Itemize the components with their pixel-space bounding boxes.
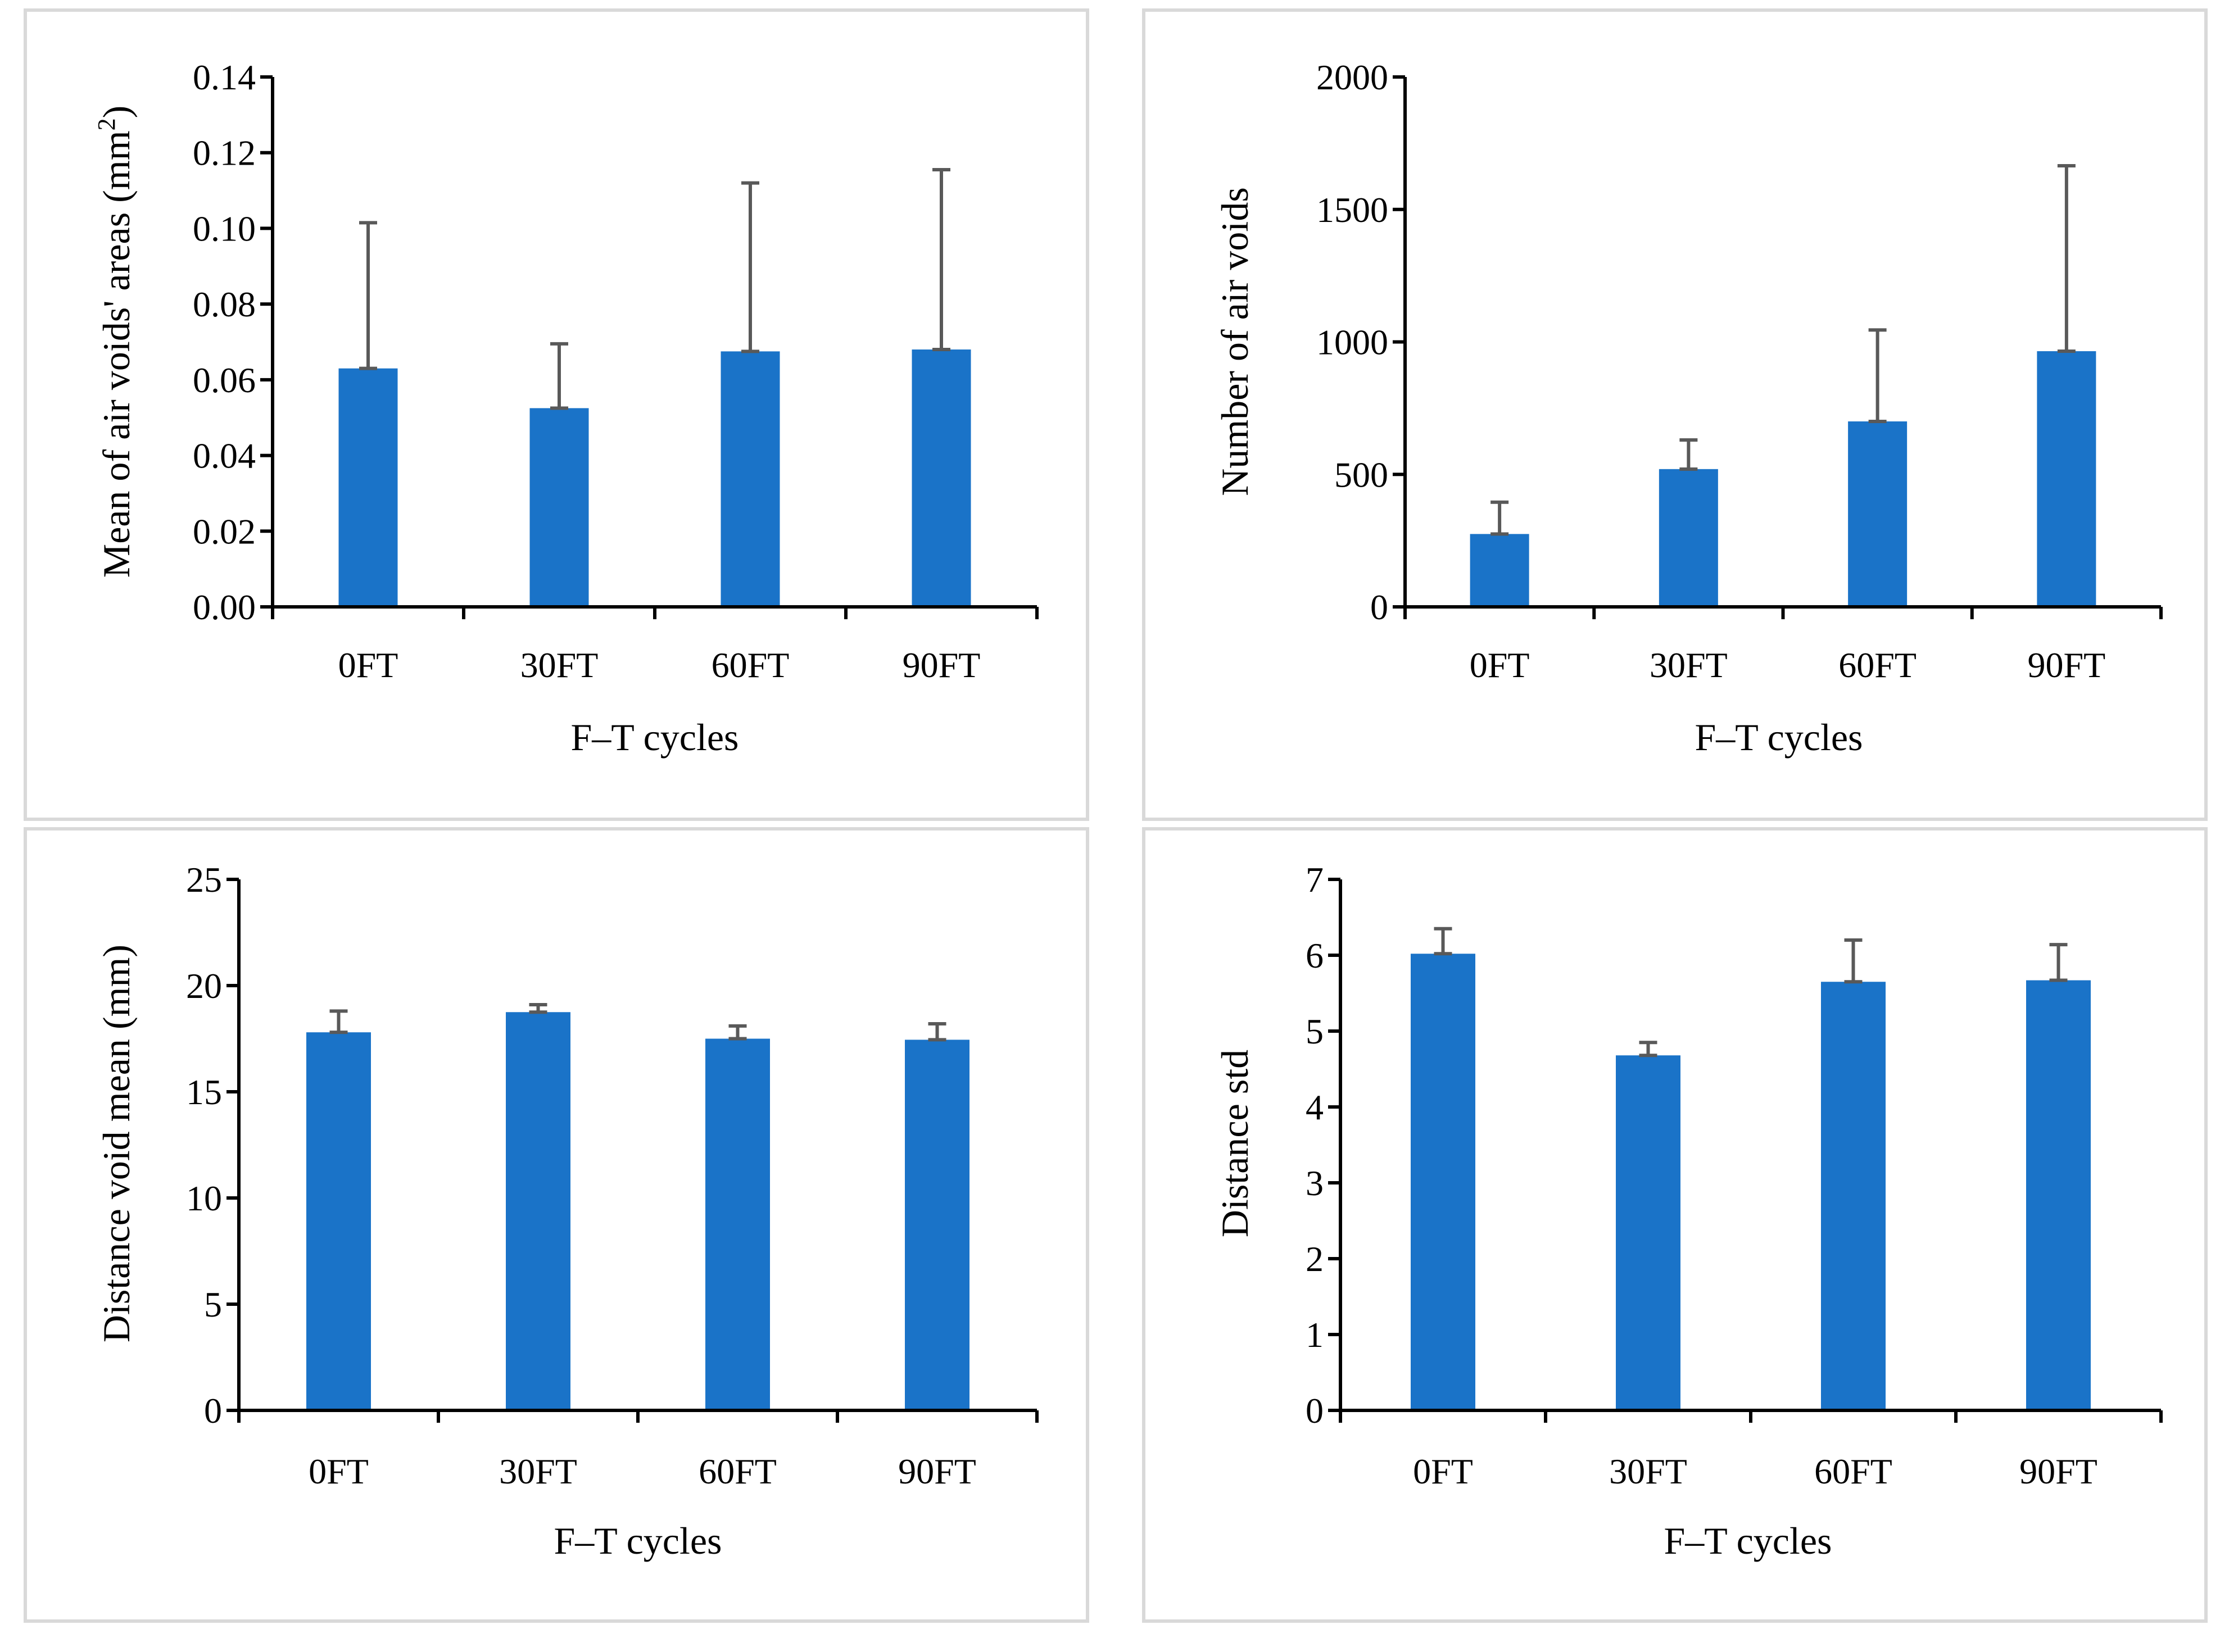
y-tick-label: 0 — [1370, 587, 1388, 627]
bar-90ft — [905, 1040, 969, 1410]
y-tick-label: 0.04 — [193, 436, 256, 476]
bar-90ft — [2037, 351, 2096, 607]
bar-30ft — [529, 408, 589, 607]
y-tick-label: 0 — [204, 1391, 222, 1431]
y-tick-label: 500 — [1334, 455, 1388, 494]
y-tick-label: 25 — [186, 860, 222, 900]
y-tick-label: 2000 — [1316, 57, 1388, 97]
y-tick-label: 0.14 — [193, 57, 256, 97]
chart-3-plot: 0 1 2 3 4 5 6 7 0FT 30FT 60FT 90FT — [1306, 860, 2163, 1491]
y-tick-label: 15 — [186, 1072, 222, 1112]
x-axis-title: F–T cycles — [570, 716, 739, 759]
bar-90ft — [912, 349, 971, 607]
x-tick-label-30ft: 30FT — [499, 1451, 577, 1491]
y-tick-label: 0.02 — [193, 511, 256, 551]
y-axis-title: Distance std — [1213, 1050, 1256, 1237]
x-tick-label-90ft: 90FT — [2028, 645, 2106, 685]
y-tick-label: 7 — [1306, 860, 1324, 900]
y-tick-label: 0.00 — [193, 587, 256, 627]
y-axis-title: Mean of air voids' areas (mm2) — [93, 106, 138, 578]
x-axis-title: F–T cycles — [554, 1519, 722, 1562]
bar-30ft — [1616, 1055, 1680, 1410]
x-tick-label-30ft: 30FT — [1650, 645, 1728, 685]
y-tick-label: 0.12 — [193, 133, 256, 173]
chart-2-plot: 0 5 10 15 20 25 0FT 30FT 60FT 90FT — [186, 860, 1039, 1491]
x-axis-title: F–T cycles — [1695, 716, 1863, 759]
panel-mean-air-void-area: Mean of air voids' areas (mm2) F–T cycle… — [24, 8, 1089, 821]
y-tick-label: 1500 — [1316, 190, 1388, 230]
panel-frame — [1142, 8, 2208, 821]
y-tick-label: 1000 — [1316, 323, 1388, 362]
x-tick-label-90ft: 90FT — [903, 645, 981, 685]
bar-60ft — [1848, 421, 1908, 607]
y-tick-label: 1 — [1306, 1315, 1324, 1355]
y-tick-label: 0 — [1306, 1391, 1324, 1431]
bar-30ft — [506, 1012, 570, 1410]
y-tick-label: 2 — [1306, 1239, 1324, 1279]
x-tick-label-30ft: 30FT — [520, 645, 599, 685]
y-tick-label: 5 — [204, 1285, 222, 1324]
bar-0ft — [338, 368, 398, 607]
bar-0ft — [1470, 534, 1529, 607]
x-tick-label-60ft: 60FT — [1838, 645, 1917, 685]
y-tick-label: 3 — [1306, 1163, 1324, 1203]
y-tick-label: 5 — [1306, 1011, 1324, 1051]
y-tick-label: 6 — [1306, 936, 1324, 975]
bar-90ft — [2026, 980, 2091, 1410]
x-tick-label-30ft: 30FT — [1609, 1451, 1687, 1491]
x-tick-label-90ft: 90FT — [2019, 1451, 2097, 1491]
bar-60ft — [705, 1038, 770, 1410]
y-tick-label: 20 — [186, 966, 222, 1006]
y-axis-title: Distance void mean (mm) — [95, 945, 138, 1342]
bar-60ft — [1821, 982, 1886, 1410]
y-tick-label: 0.10 — [193, 208, 256, 248]
y-tick-label: 10 — [186, 1178, 222, 1218]
chart-1-plot: 0 500 1000 1500 2000 0FT 30FT 60FT 90FT — [1316, 57, 2163, 685]
y-tick-label: 4 — [1306, 1087, 1324, 1127]
x-tick-label-0ft: 0FT — [1413, 1451, 1473, 1491]
bar-60ft — [721, 351, 780, 607]
y-tick-label: 0.06 — [193, 360, 256, 400]
y-tick-label: 0.08 — [193, 284, 256, 324]
bar-0ft — [306, 1032, 371, 1410]
x-tick-label-60ft: 60FT — [699, 1451, 777, 1491]
x-tick-label-60ft: 60FT — [712, 645, 790, 685]
x-tick-label-0ft: 0FT — [1470, 645, 1530, 685]
x-tick-label-0ft: 0FT — [309, 1451, 369, 1491]
chart-0-plot: 0.00 0.02 0.04 0.06 0.08 0.10 0.12 0.14 0FT 30FT 6… — [193, 57, 1039, 685]
x-tick-label-0ft: 0FT — [338, 645, 398, 685]
panel-number-of-air-voids: Number of air voids F–T cycles — [1142, 8, 2208, 821]
bar-0ft — [1411, 954, 1475, 1410]
bar-30ft — [1659, 469, 1718, 607]
x-axis-title: F–T cycles — [1664, 1519, 1832, 1562]
x-tick-label-60ft: 60FT — [1814, 1451, 1892, 1491]
x-tick-label-90ft: 90FT — [898, 1451, 976, 1491]
y-axis-title: Number of air voids — [1213, 187, 1256, 496]
